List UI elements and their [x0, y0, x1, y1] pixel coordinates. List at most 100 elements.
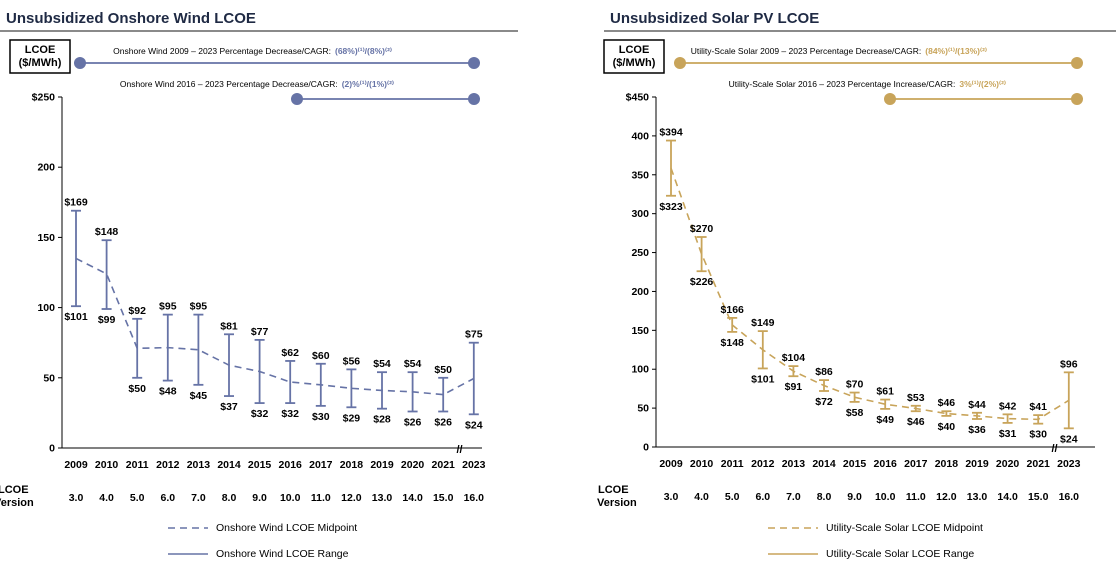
solar-version-label: 14.0 — [997, 491, 1018, 503]
solar-x-tick-label: 2023 — [1057, 458, 1081, 470]
wind-annotation-2-text: Onshore Wind 2016 – 2023 Percentage Decr… — [120, 79, 338, 89]
solar-x-tick-label: 2013 — [782, 458, 806, 470]
solar-version-label: 4.0 — [694, 491, 709, 503]
solar-y-tick-label: 300 — [631, 208, 649, 220]
solar-low-label: $46 — [907, 416, 925, 428]
solar-x-tick-label: 2020 — [996, 458, 1020, 470]
wind-legend-midpoint-label: Onshore Wind LCOE Midpoint — [216, 522, 357, 534]
solar-high-label: $42 — [999, 400, 1017, 412]
wind-x-tick-label: 2018 — [340, 459, 364, 471]
solar-xlabel-line1: LCOE — [598, 484, 629, 496]
solar-high-label: $96 — [1060, 358, 1078, 370]
wind-x-tick-label: 2020 — [401, 459, 425, 471]
wind-version-label: 11.0 — [311, 492, 331, 504]
wind-x-tick-label: 2017 — [309, 459, 333, 471]
solar-annotation-2-text: Utility-Scale Solar 2016 – 2023 Percenta… — [729, 79, 956, 89]
solar-axis-break: // — [1051, 443, 1057, 455]
solar-x-tick-label: 2014 — [812, 458, 836, 470]
solar-low-label: $148 — [721, 337, 745, 349]
solar-x-tick-label: 2015 — [843, 458, 867, 470]
wind-x-tick-label: 2011 — [126, 459, 149, 471]
solar-x-tick-label: 2018 — [935, 458, 959, 470]
solar-annotation-1-text: Utility-Scale Solar 2009 – 2023 Percenta… — [691, 46, 922, 56]
solar-version-label: 7.0 — [786, 491, 801, 503]
wind-ylabel-line2: ($/MWh) — [19, 57, 62, 69]
wind-high-label: $95 — [159, 301, 177, 313]
wind-high-label: $95 — [190, 301, 208, 313]
solar-y-tick-label: 400 — [631, 130, 649, 142]
solar-version-label: 13.0 — [967, 491, 988, 503]
solar-low-label: $226 — [690, 276, 714, 288]
solar-low-label: $323 — [659, 201, 683, 213]
wind-high-label: $92 — [128, 305, 146, 317]
wind-high-label: $148 — [95, 226, 119, 238]
wind-y-tick-label: 0 — [49, 443, 55, 455]
wind-low-label: $48 — [159, 386, 177, 398]
solar-high-label: $394 — [659, 127, 683, 139]
solar-low-label: $58 — [846, 407, 864, 419]
solar-annotation-2-value: 3%⁽¹⁾/(2%)⁽²⁾ — [959, 79, 1006, 89]
wind-version-label: 9.0 — [252, 492, 267, 504]
wind-version-label: 4.0 — [99, 492, 114, 504]
wind-x-tick-label: 2009 — [64, 459, 88, 471]
wind-annotation-1-end-dot — [468, 57, 480, 69]
solar-high-label: $149 — [751, 317, 775, 329]
solar-high-label: $61 — [876, 386, 894, 398]
wind-annotation-1-text: Onshore Wind 2009 – 2023 Percentage Decr… — [113, 46, 331, 56]
wind-midpoint-line — [75, 257, 475, 396]
solar-version-label: 10.0 — [875, 491, 896, 503]
wind-high-label: $56 — [343, 355, 361, 367]
wind-low-label: $50 — [128, 383, 146, 395]
solar-y-tick-label: 250 — [631, 247, 649, 259]
solar-x-tick-label: 2011 — [721, 458, 744, 470]
wind-version-label: 5.0 — [130, 492, 145, 504]
wind-axis-break: // — [456, 444, 462, 456]
wind-y-tick-label: 50 — [43, 372, 55, 384]
solar-y-tick-label: $450 — [626, 92, 650, 104]
wind-annotation-1: Onshore Wind 2009 – 2023 Percentage Decr… — [113, 46, 392, 56]
solar-annotation-1: Utility-Scale Solar 2009 – 2023 Percenta… — [691, 46, 987, 56]
wind-low-label: $99 — [98, 314, 116, 326]
wind-y-tick-label: $250 — [32, 92, 56, 104]
solar-x-tick-label: 2010 — [690, 458, 714, 470]
solar-low-label: $101 — [751, 373, 775, 385]
wind-y-tick-label: 150 — [37, 232, 55, 244]
solar-y-tick-label: 200 — [631, 286, 649, 298]
solar-y-tick-label: 150 — [631, 325, 649, 337]
wind-x-tick-label: 2019 — [370, 459, 394, 471]
wind-version-label: 14.0 — [402, 492, 423, 504]
wind-version-label: 13.0 — [372, 492, 393, 504]
solar-low-label: $31 — [999, 428, 1017, 440]
wind-version-label: 10.0 — [280, 492, 301, 504]
solar-y-tick-label: 50 — [637, 403, 649, 415]
solar-chart-title: Unsubsidized Solar PV LCOE — [610, 10, 819, 27]
wind-low-label: $26 — [434, 416, 452, 428]
wind-high-label: $77 — [251, 326, 269, 338]
solar-ylabel-box — [603, 39, 665, 74]
wind-version-label: 15.0 — [433, 492, 454, 504]
wind-ylabel-box — [9, 39, 71, 74]
wind-annotation-1-start-dot — [74, 57, 86, 69]
wind-low-label: $37 — [220, 401, 238, 413]
solar-low-label: $24 — [1060, 433, 1078, 445]
wind-y-tick-label: 200 — [37, 162, 55, 174]
wind-xlabel-line2: Version — [0, 497, 34, 509]
solar-high-label: $70 — [846, 379, 864, 391]
solar-xlabel-line2: Version — [597, 497, 637, 509]
solar-high-label: $270 — [690, 223, 714, 235]
solar-low-label: $49 — [876, 414, 894, 426]
solar-high-label: $44 — [968, 399, 986, 411]
wind-version-label: 12.0 — [341, 492, 362, 504]
solar-high-label: $46 — [938, 397, 956, 409]
solar-low-label: $40 — [938, 421, 956, 433]
wind-high-label: $50 — [434, 364, 452, 376]
wind-low-label: $45 — [190, 390, 208, 402]
solar-midpoint-line — [670, 167, 1070, 421]
wind-legend-range-label: Onshore Wind LCOE Range — [216, 548, 349, 560]
solar-legend-range-label: Utility-Scale Solar LCOE Range — [826, 548, 974, 560]
solar-ylabel-line1: LCOE — [619, 44, 650, 56]
solar-version-label: 6.0 — [755, 491, 770, 503]
solar-x-tick-label: 2012 — [751, 458, 775, 470]
solar-x-tick-label: 2019 — [965, 458, 989, 470]
